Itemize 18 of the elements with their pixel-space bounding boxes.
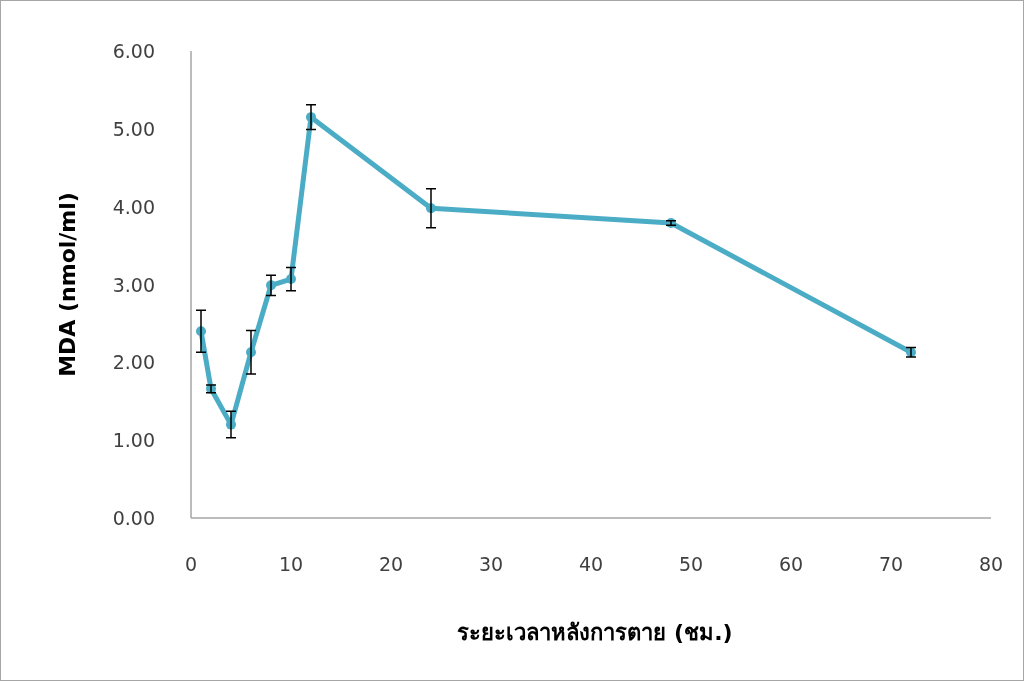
y-tick-label: 6.00	[112, 40, 155, 62]
x-tick-label: 40	[578, 553, 604, 575]
x-tick-label: 80	[978, 553, 1004, 575]
y-axis-title: MDA (nmol/ml)	[55, 192, 80, 377]
x-tick-label: 0	[184, 553, 198, 575]
x-axis-title: ระยะเวลาหลังการตาย (ชม.)	[457, 620, 733, 645]
x-tick-label: 70	[878, 553, 904, 575]
y-tick-label: 0.00	[112, 507, 155, 529]
x-tick-label: 10	[278, 553, 304, 575]
y-tick-label: 1.00	[112, 429, 155, 452]
x-tick-label: 60	[778, 553, 804, 575]
y-tick-label: 4.00	[112, 195, 155, 218]
y-tick-label: 2.00	[112, 351, 155, 374]
x-tick-label: 30	[478, 553, 504, 575]
y-tick-label: 3.00	[112, 273, 155, 296]
x-tick-label: 50	[678, 553, 704, 575]
y-tick-label: 5.00	[112, 117, 155, 140]
x-tick-label: 20	[378, 553, 404, 575]
